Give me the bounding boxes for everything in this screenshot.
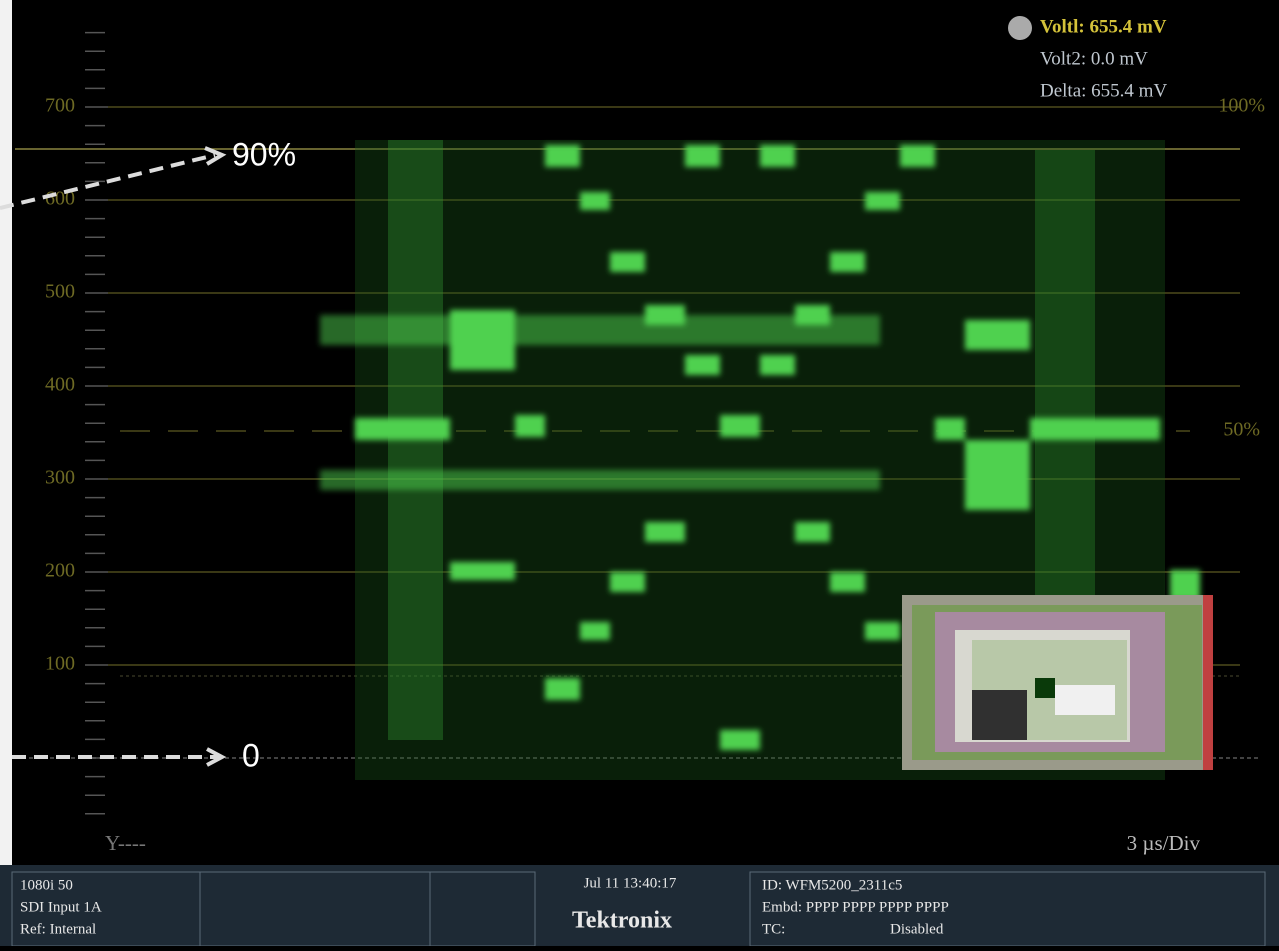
scale-label: 200 bbox=[45, 560, 75, 582]
status-text: TC: bbox=[762, 921, 785, 937]
arrow-90 bbox=[0, 153, 216, 210]
cursor-readout: Delta: 655.4 mV bbox=[1040, 80, 1167, 101]
status-text: Jul 11 13:40:17 bbox=[584, 875, 677, 891]
arrow-head bbox=[204, 146, 227, 166]
status-text: Embd: PPPP PPPP PPPP PPPP bbox=[762, 899, 949, 915]
channel-label: Y---- bbox=[105, 831, 146, 855]
annotation: 0 bbox=[242, 737, 260, 773]
status-text: Ref: Internal bbox=[20, 921, 96, 937]
annotation: 90% bbox=[232, 136, 296, 172]
status-text: ID: WFM5200_2311c5 bbox=[762, 877, 902, 893]
sweep-rate: 3 µs/Div bbox=[1127, 831, 1201, 855]
scale-label: 400 bbox=[45, 374, 75, 396]
scale-label: 500 bbox=[45, 281, 75, 303]
status-bar: 1080i 50 SDI Input 1A Ref: Internal Jul … bbox=[0, 865, 1279, 947]
percent-label: 50% bbox=[1223, 419, 1260, 441]
arrow-head bbox=[206, 747, 227, 767]
cursor-readout: Voltl: 655.4 mV bbox=[1040, 16, 1167, 37]
brand: Tektronix bbox=[572, 908, 672, 934]
scale-label: 700 bbox=[45, 95, 75, 117]
status-text: Disabled bbox=[890, 921, 944, 937]
status-text: 1080i 50 bbox=[20, 877, 73, 893]
cursor-knob bbox=[1008, 16, 1032, 40]
left-edge bbox=[0, 0, 12, 946]
scale-label: 100 bbox=[45, 653, 75, 675]
percent-label: 100% bbox=[1218, 95, 1265, 117]
status-text: SDI Input 1A bbox=[20, 899, 102, 915]
cursor-readout: Volt2: 0.0 mV bbox=[1040, 48, 1148, 69]
thumbnail bbox=[902, 595, 1213, 770]
annotations bbox=[0, 146, 227, 767]
scale-label: 300 bbox=[45, 467, 75, 489]
waveform bbox=[320, 140, 1200, 780]
